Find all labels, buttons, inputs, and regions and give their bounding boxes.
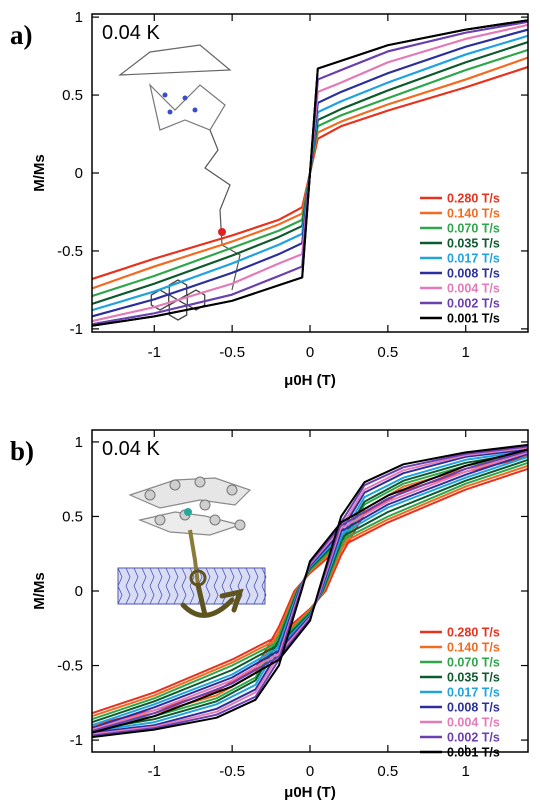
- nitrogen-atom-3: [192, 107, 198, 113]
- nanotube-lattice: [213, 567, 219, 605]
- nanotube-lattice: [237, 567, 243, 605]
- series-line-8-down: [91, 448, 529, 739]
- nanotube-lattice: [253, 567, 259, 605]
- atom-0: [144, 489, 156, 501]
- series-line-8-down: [91, 19, 529, 327]
- y-axis-label: M/Ms: [31, 572, 48, 610]
- nanotube-lattice: [117, 567, 123, 605]
- nanotube-lattice: [133, 567, 139, 605]
- molecule-core: [148, 83, 226, 131]
- legend-label: 0.001 T/s: [447, 746, 500, 760]
- y-tick-label: 0.5: [62, 508, 83, 525]
- nitrogen-atom-0: [162, 92, 168, 98]
- panel-a: a) -1 -0.5 0 0.5 1 -1 -0.5 0 0.5 1 0.04 K μ0H (T) M/M…: [10, 9, 529, 389]
- metal-center: [184, 508, 192, 516]
- x-tick-label: -0.5: [219, 763, 245, 780]
- legend-label: 0.004 T/s: [447, 716, 500, 730]
- x-tick-label: -1: [148, 763, 161, 780]
- legend-label: 0.001 T/s: [447, 312, 500, 326]
- curves: [91, 19, 529, 327]
- y-tick-label: -1: [70, 732, 83, 749]
- legend-label: 0.070 T/s: [447, 222, 500, 236]
- molecule-inset: [118, 44, 241, 321]
- y-tick-label: -0.5: [57, 243, 83, 260]
- legend-label: 0.280 T/s: [447, 626, 500, 640]
- x-tick-label: 0: [306, 763, 314, 780]
- nanotube-lattice: [157, 567, 163, 605]
- x-axis-label: μ0H (T): [284, 372, 336, 389]
- x-tick-label: 1: [462, 344, 470, 361]
- y-tick-label: 1: [75, 434, 83, 451]
- legend-label: 0.002 T/s: [447, 297, 500, 311]
- anchor-chain: [188, 529, 200, 586]
- y-tick-label: 0.5: [62, 87, 83, 104]
- legend: 0.280 T/s0.140 T/s0.070 T/s0.035 T/s0.01…: [420, 192, 500, 326]
- panel-letter: b): [10, 436, 34, 466]
- nitrogen-atom-2: [167, 109, 173, 115]
- temperature-label: 0.04 K: [102, 22, 160, 44]
- legend-label: 0.140 T/s: [447, 641, 500, 655]
- atom-6: [209, 514, 221, 526]
- series-line-8-up: [91, 443, 529, 734]
- y-tick-label: -0.5: [57, 658, 83, 675]
- panel-b: b) -1 -0.5 0 0.5 1 -1 -0.5 0 0.5 1 0.04 K μ0H (T) M/M…: [10, 429, 529, 801]
- nanotube-lattice: [165, 567, 171, 605]
- x-tick-label: 0.5: [377, 344, 398, 361]
- nanotube-lattice: [261, 567, 267, 605]
- nanotube-lattice: [245, 567, 251, 605]
- legend-label: 0.008 T/s: [447, 701, 500, 715]
- y-tick-label: 1: [75, 9, 83, 26]
- legend-label: 0.008 T/s: [447, 267, 500, 281]
- nanotube-lattice: [181, 567, 187, 605]
- nanotube-lattice: [141, 567, 147, 605]
- legend-label: 0.280 T/s: [447, 192, 500, 206]
- nanotube-lattice: [125, 567, 131, 605]
- x-tick-label: 0.5: [377, 763, 398, 780]
- x-axis-label: μ0H (T): [284, 784, 336, 801]
- nitrogen-atom-1: [182, 95, 188, 101]
- temperature-label: 0.04 K: [102, 438, 160, 460]
- atom-2: [194, 476, 206, 488]
- legend-label: 0.017 T/s: [447, 252, 500, 266]
- oxygen-atom: [218, 228, 226, 236]
- curves: [91, 443, 529, 739]
- legend-label: 0.002 T/s: [447, 731, 500, 745]
- legend-label: 0.140 T/s: [447, 207, 500, 221]
- molecule-top: [128, 477, 252, 509]
- anchor-icon: [180, 582, 244, 618]
- nanotube-lattice: [149, 567, 155, 605]
- atom-8: [199, 499, 211, 511]
- legend-label: 0.035 T/s: [447, 671, 500, 685]
- atom-3: [226, 484, 238, 496]
- legend-label: 0.070 T/s: [447, 656, 500, 670]
- atom-4: [154, 514, 166, 526]
- y-tick-label: 0: [75, 165, 83, 182]
- molecule-inset: [117, 476, 267, 618]
- y-tick-label: -1: [70, 321, 83, 338]
- x-tick-label: -1: [148, 344, 161, 361]
- y-axis-label: M/Ms: [31, 154, 48, 192]
- legend-label: 0.017 T/s: [447, 686, 500, 700]
- x-tick-label: 0: [306, 344, 314, 361]
- nanotube-lattice: [173, 567, 179, 605]
- pyrene-ring-2: [186, 289, 206, 311]
- molecule-ring-top: [118, 44, 232, 76]
- atom-1: [169, 479, 181, 491]
- atom-7: [234, 519, 246, 531]
- x-tick-label: -0.5: [219, 344, 245, 361]
- panel-letter: a): [10, 20, 33, 50]
- legend-label: 0.004 T/s: [447, 282, 500, 296]
- legend: 0.280 T/s0.140 T/s0.070 T/s0.035 T/s0.01…: [420, 626, 500, 760]
- x-tick-label: 1: [462, 763, 470, 780]
- nanotube-lattice: [205, 567, 211, 605]
- nanotube-lattice: [221, 567, 227, 605]
- legend-label: 0.035 T/s: [447, 237, 500, 251]
- y-tick-label: 0: [75, 583, 83, 600]
